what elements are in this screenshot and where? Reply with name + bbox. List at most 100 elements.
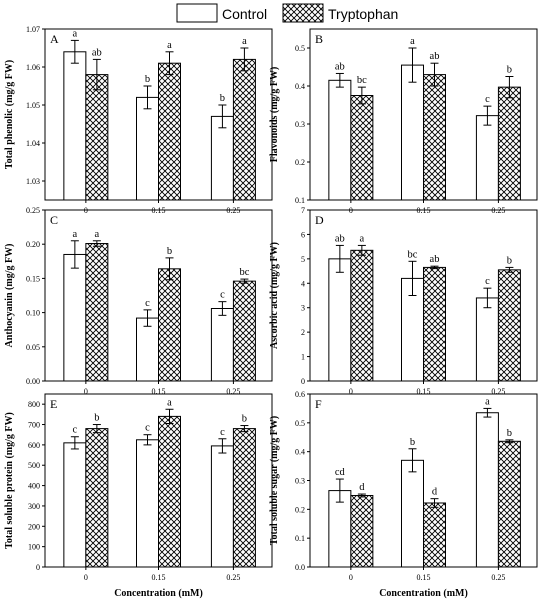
significance-letter: bc bbox=[357, 75, 367, 86]
bar-control bbox=[63, 442, 87, 568]
y-tick-label: 1 bbox=[301, 353, 305, 362]
bar-control bbox=[475, 297, 499, 382]
y-tick-label: 1.04 bbox=[26, 139, 40, 148]
significance-letter: b bbox=[242, 414, 247, 425]
chart-panel-a: A 1.03 1.04 1.05 1.06 1.07 Total phenolic (mg/… bbox=[4, 25, 273, 215]
y-tick-label: 0.15 bbox=[26, 274, 40, 283]
significance-letter: d bbox=[432, 487, 438, 498]
significance-letter: b bbox=[507, 428, 512, 439]
significance-letter: b bbox=[507, 65, 512, 76]
bar-control bbox=[210, 115, 234, 201]
bar-control bbox=[136, 317, 159, 382]
significance-letter: a bbox=[73, 28, 78, 39]
significance-letter: bc bbox=[408, 249, 418, 260]
significance-letter: a bbox=[167, 397, 172, 408]
significance-letter: c bbox=[485, 276, 490, 287]
bar-control bbox=[136, 439, 159, 568]
bar-control bbox=[328, 79, 352, 201]
significance-letter: ab bbox=[335, 61, 345, 72]
x-tick-label: 0 bbox=[84, 387, 88, 396]
y-tick-label: 0 bbox=[36, 563, 40, 572]
bar-tryptophan bbox=[497, 86, 521, 201]
legend-control-label: Control bbox=[222, 6, 267, 22]
legend-tryptophan-label: Tryptophan bbox=[328, 6, 398, 22]
y-tick-label: 1.06 bbox=[26, 63, 40, 72]
y-tick-label: 0.4 bbox=[295, 448, 305, 457]
bar-tryptophan bbox=[423, 266, 446, 382]
bar-tryptophan bbox=[497, 269, 521, 382]
bar-tryptophan bbox=[158, 415, 181, 568]
y-tick-label: 0.10 bbox=[26, 309, 40, 318]
y-tick-label: 7 bbox=[301, 206, 305, 215]
y-tick-label: 2 bbox=[301, 328, 305, 337]
x-tick-label: 0.25 bbox=[491, 573, 505, 582]
y-tick-label: 400 bbox=[28, 482, 40, 491]
bar-control bbox=[401, 459, 424, 568]
bar-control bbox=[475, 412, 499, 568]
bar-control bbox=[210, 445, 234, 568]
significance-letter: a bbox=[95, 229, 100, 240]
bar-tryptophan bbox=[85, 243, 109, 382]
significance-letter: b bbox=[167, 246, 172, 257]
significance-letter: ab bbox=[430, 254, 440, 265]
significance-letter: c bbox=[220, 427, 225, 438]
significance-letter: b bbox=[94, 413, 99, 424]
y-tick-label: 0.2 bbox=[295, 158, 305, 167]
y-axis-label: Anthocyanin (mg/g FW) bbox=[4, 244, 15, 348]
x-tick-label: 0.25 bbox=[226, 573, 240, 582]
x-tick-label: 0.25 bbox=[226, 387, 240, 396]
bar-tryptophan bbox=[497, 440, 521, 568]
bar-control bbox=[63, 51, 87, 201]
significance-letter: a bbox=[360, 233, 365, 244]
bar-tryptophan bbox=[232, 280, 256, 382]
y-tick-label: 0 bbox=[301, 377, 305, 386]
significance-letter: b bbox=[145, 74, 150, 85]
bar-tryptophan bbox=[350, 95, 374, 201]
x-tick-label: 0 bbox=[349, 387, 353, 396]
legend-tryptophan-swatch bbox=[282, 3, 324, 23]
y-tick-label: 4 bbox=[301, 279, 305, 288]
bar-tryptophan bbox=[158, 268, 181, 382]
bar-control bbox=[328, 258, 352, 382]
significance-letter: b bbox=[410, 437, 415, 448]
y-tick-label: 600 bbox=[28, 441, 40, 450]
significance-letter: a bbox=[167, 40, 172, 51]
significance-letter: ab bbox=[335, 233, 345, 244]
significance-letter: c bbox=[73, 425, 78, 436]
legend: Control Tryptophan bbox=[176, 3, 398, 23]
y-tick-label: 500 bbox=[28, 461, 40, 470]
bar-tryptophan bbox=[232, 58, 256, 201]
bar-tryptophan bbox=[85, 74, 109, 201]
significance-letter: bc bbox=[239, 267, 249, 278]
y-axis-label: Flavonoids (mg/g FW) bbox=[269, 67, 280, 163]
y-axis-label: Ascorbic acid (mg/g FW) bbox=[269, 242, 280, 349]
y-tick-label: 0.1 bbox=[295, 534, 305, 543]
y-tick-label: 0.05 bbox=[26, 343, 40, 352]
bar-control bbox=[475, 115, 499, 201]
y-axis-label: Total soluble sugar (mg/g FW) bbox=[269, 416, 280, 545]
y-tick-label: 0.6 bbox=[295, 390, 305, 399]
bar-tryptophan bbox=[85, 428, 109, 568]
significance-letter: a bbox=[73, 229, 78, 240]
significance-letter: a bbox=[242, 36, 247, 47]
x-tick-label: 0 bbox=[84, 573, 88, 582]
chart-panel-f: F 0.0 0.1 0.2 0.3 0.4 0.5 0.6 Total soluble suga… bbox=[269, 390, 538, 599]
y-tick-label: 0.20 bbox=[26, 240, 40, 249]
panel-label: D bbox=[315, 213, 324, 227]
bar-tryptophan bbox=[423, 502, 446, 568]
y-tick-label: 0.5 bbox=[295, 44, 305, 53]
panel-label: B bbox=[315, 32, 323, 46]
bar-tryptophan bbox=[158, 62, 181, 201]
bar-tryptophan bbox=[232, 428, 256, 568]
y-tick-label: 0.00 bbox=[26, 377, 40, 386]
chart-panel-c: C 0.00 0.05 0.10 0.15 0.20 0.25 Anthocyanin (mg… bbox=[4, 206, 273, 396]
y-tick-label: 6 bbox=[301, 230, 305, 239]
x-tick-label: 0.15 bbox=[417, 573, 431, 582]
chart-panel-d: D 0 1 2 3 4 5 6 7 Ascorbic acid (mg/g FW) 0 0.15 0.2… bbox=[269, 206, 538, 396]
x-tick-label: 0 bbox=[349, 573, 353, 582]
significance-letter: c bbox=[145, 298, 150, 309]
panel-label: F bbox=[315, 397, 322, 411]
y-axis-label: Total phenolic (mg/g FW) bbox=[4, 60, 15, 169]
y-tick-label: 5 bbox=[301, 255, 305, 264]
